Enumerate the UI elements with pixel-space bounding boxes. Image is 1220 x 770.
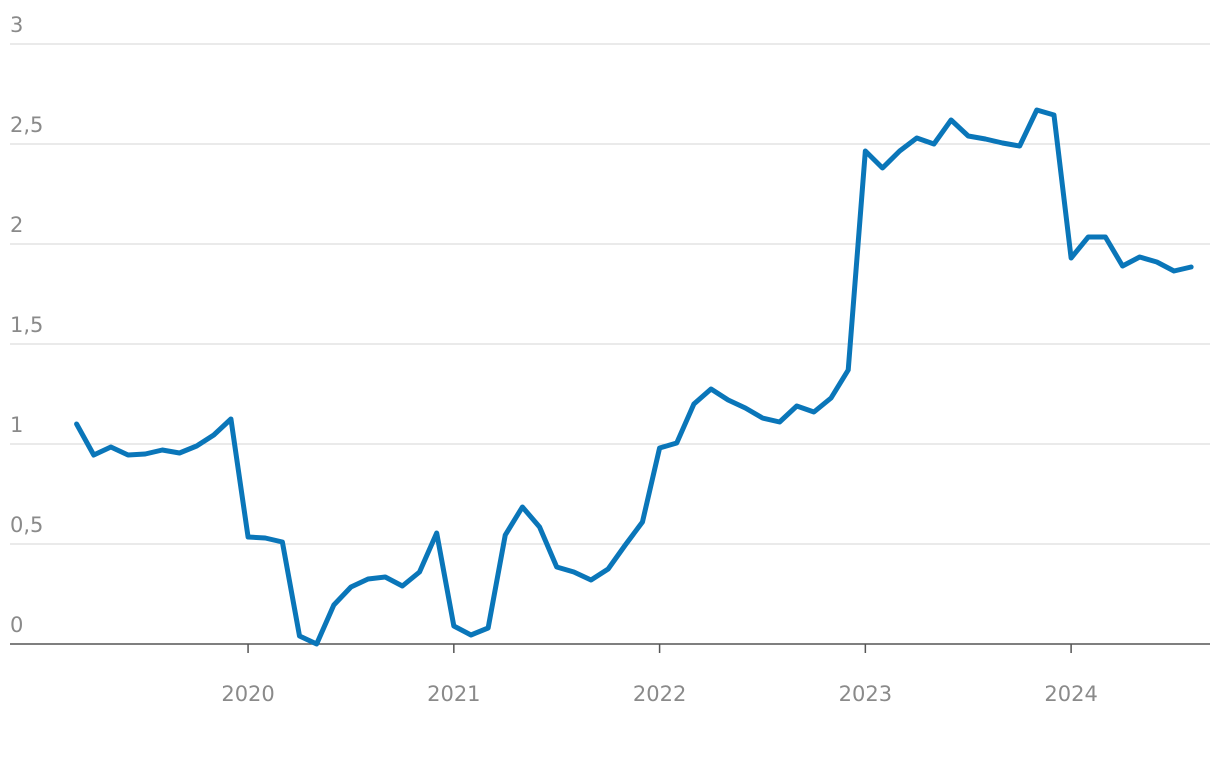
x-tick-label: 2024	[1044, 682, 1097, 706]
x-tick-label: 2022	[633, 682, 686, 706]
y-tick-label: 1,5	[10, 313, 43, 337]
x-tick-label: 2023	[839, 682, 892, 706]
y-tick-label: 3	[10, 13, 23, 37]
y-tick-label: 1	[10, 413, 23, 437]
y-tick-label: 0,5	[10, 513, 43, 537]
x-tick-label: 2020	[221, 682, 274, 706]
x-tick-label: 2021	[427, 682, 480, 706]
y-tick-label: 0	[10, 613, 23, 637]
y-tick-label: 2	[10, 213, 23, 237]
y-tick-label: 2,5	[10, 113, 43, 137]
data-line	[74, 107, 1194, 647]
